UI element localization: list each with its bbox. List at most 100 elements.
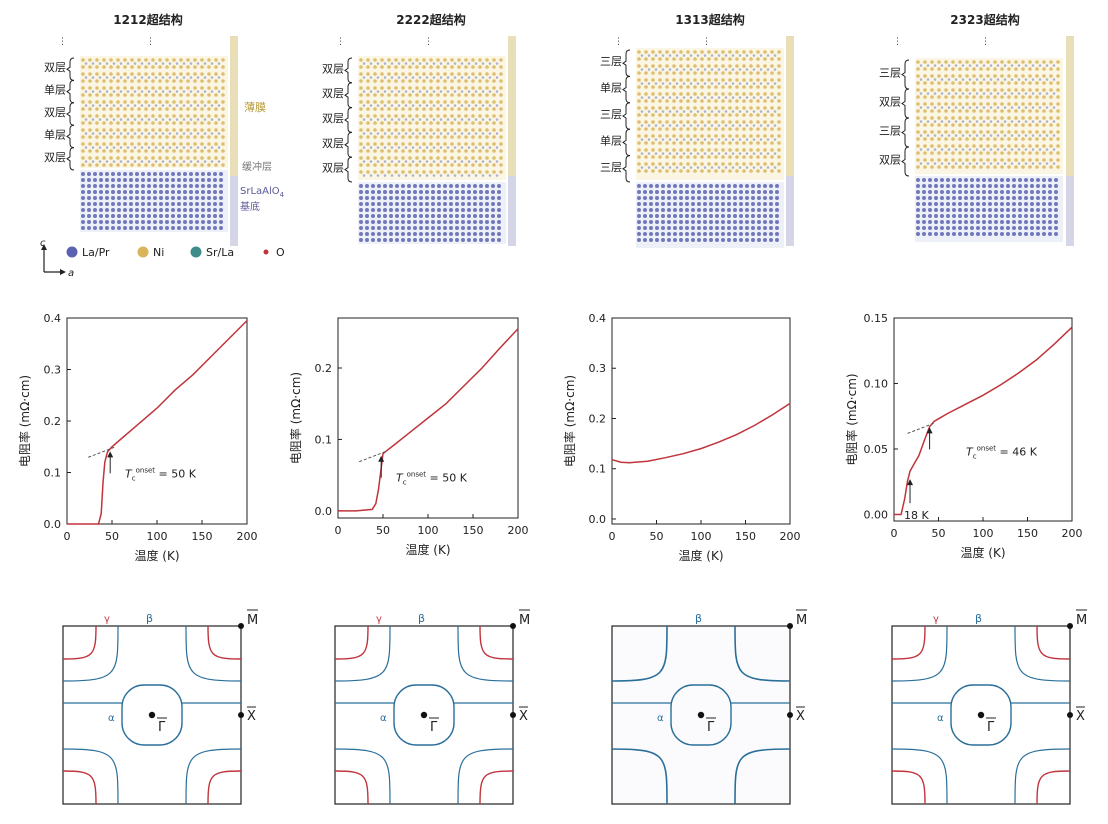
- ni-atom: [165, 86, 169, 90]
- la-atom: [654, 82, 658, 85]
- substrate-atom: [733, 226, 737, 230]
- ni-atom: [1000, 60, 1004, 64]
- ni-atom: [95, 65, 99, 69]
- la-atom: [140, 118, 144, 121]
- la-atom: [98, 118, 102, 121]
- la-atom: [654, 96, 658, 99]
- la-atom: [731, 124, 735, 127]
- substrate-atom: [359, 184, 363, 188]
- layer-brace: [344, 82, 353, 109]
- ni-atom: [214, 163, 218, 167]
- la-atom: [196, 76, 200, 79]
- ni-atom: [221, 121, 225, 125]
- ni-atom: [450, 156, 454, 160]
- ni-atom: [401, 93, 405, 97]
- ni-atom: [102, 93, 106, 97]
- buffer-label: 缓冲层: [242, 160, 272, 173]
- ni-atom: [429, 65, 433, 69]
- ni-atom: [123, 100, 127, 104]
- ni-atom: [965, 144, 969, 148]
- la-atom: [481, 132, 485, 135]
- ni-atom: [380, 114, 384, 118]
- ni-atom: [499, 72, 503, 76]
- substrate-atom: [371, 202, 375, 206]
- ni-atom: [429, 156, 433, 160]
- substrate-atom: [81, 178, 85, 182]
- ni-atom: [165, 100, 169, 104]
- la-atom: [383, 118, 387, 121]
- substrate-atom: [99, 208, 103, 212]
- ni-atom: [359, 149, 363, 153]
- ni-atom: [714, 57, 718, 61]
- ni-atom: [165, 65, 169, 69]
- ni-atom: [88, 86, 92, 90]
- substrate-atom: [679, 208, 683, 212]
- ni-atom: [1049, 144, 1053, 148]
- la-atom: [210, 104, 214, 107]
- ni-atom: [965, 95, 969, 99]
- substrate-atom: [183, 178, 187, 182]
- substrate-atom: [1048, 232, 1052, 236]
- ni-atom: [130, 121, 134, 125]
- la-atom: [154, 90, 158, 93]
- substrate-atom: [449, 238, 453, 242]
- ni-atom: [637, 64, 641, 68]
- substrate-atom: [685, 214, 689, 218]
- substrate-atom: [359, 208, 363, 212]
- substrate-atom: [81, 190, 85, 194]
- substrate-atom: [673, 184, 677, 188]
- ni-atom: [749, 120, 753, 124]
- la-atom: [168, 146, 172, 149]
- ni-atom: [972, 137, 976, 141]
- la-atom: [126, 132, 130, 135]
- ni-atom: [429, 100, 433, 104]
- substrate-atom: [117, 226, 121, 230]
- substrate-atom: [685, 238, 689, 242]
- ni-atom: [707, 169, 711, 173]
- ni-atom: [951, 151, 955, 155]
- la-atom: [418, 118, 422, 121]
- ni-atom: [735, 162, 739, 166]
- substrate-atom: [437, 226, 441, 230]
- la-atom: [418, 90, 422, 93]
- substrate-atom: [733, 190, 737, 194]
- ni-atom: [137, 58, 141, 62]
- ni-atom: [492, 79, 496, 83]
- ni-atom: [380, 107, 384, 111]
- ni-atom: [672, 106, 676, 110]
- substrate-atom: [425, 190, 429, 194]
- ni-atom: [492, 58, 496, 62]
- ni-atom: [937, 81, 941, 85]
- substrate-atom: [431, 226, 435, 230]
- ni-atom: [186, 100, 190, 104]
- la-atom: [640, 138, 644, 141]
- ni-atom: [186, 121, 190, 125]
- ni-atom: [1049, 67, 1053, 71]
- la-atom: [446, 76, 450, 79]
- ni-atom: [200, 128, 204, 132]
- ni-atom: [951, 130, 955, 134]
- la-atom: [126, 146, 130, 149]
- ni-atom: [1007, 144, 1011, 148]
- ni-atom: [707, 134, 711, 138]
- substrate-atom: [87, 172, 91, 176]
- ni-atom: [415, 163, 419, 167]
- substrate-atom: [976, 208, 980, 212]
- substrate-atom: [407, 226, 411, 230]
- ni-atom: [151, 135, 155, 139]
- la-atom: [675, 124, 679, 127]
- beta-band: [185, 748, 242, 805]
- la-atom: [996, 120, 1000, 123]
- ni-atom: [464, 114, 468, 118]
- ni-atom: [735, 64, 739, 68]
- layer-brace: [66, 124, 75, 149]
- la-atom: [369, 174, 373, 177]
- ni-atom: [637, 92, 641, 96]
- layer-label: 三层: [600, 108, 622, 121]
- la-atom: [661, 54, 665, 57]
- ni-atom: [916, 165, 920, 169]
- la-atom: [724, 110, 728, 113]
- ni-atom: [1056, 137, 1060, 141]
- substrate-atom: [1030, 184, 1034, 188]
- la-atom: [154, 76, 158, 79]
